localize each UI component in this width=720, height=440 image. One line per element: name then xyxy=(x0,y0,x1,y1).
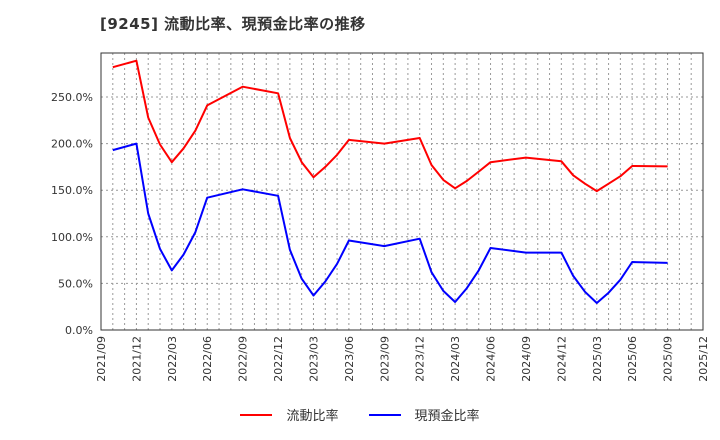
x-tick-label: 2025/03 xyxy=(591,336,604,382)
chart-title: [9245] 流動比率、現預金比率の推移 xyxy=(100,15,366,33)
chart-legend: 流動比率 現預金比率 xyxy=(0,405,720,424)
legend-line-red-icon xyxy=(240,413,273,416)
x-tick-label: 2022/03 xyxy=(166,336,179,382)
legend-label: 現預金比率 xyxy=(414,409,480,424)
y-tick-label: 150.0% xyxy=(51,184,93,197)
x-tick-label: 2025/12 xyxy=(697,336,710,382)
plot-area xyxy=(100,52,704,331)
x-tick-label: 2021/12 xyxy=(130,336,143,382)
y-tick-label: 250.0% xyxy=(51,91,93,104)
legend-line-blue-icon xyxy=(368,413,401,416)
legend-item-cash-ratio: 現預金比率 xyxy=(368,405,480,424)
legend-label: 流動比率 xyxy=(286,409,339,424)
legend-item-current-ratio: 流動比率 xyxy=(240,405,339,424)
x-tick-label: 2023/03 xyxy=(307,336,320,382)
y-tick-label: 50.0% xyxy=(58,277,93,290)
x-tick-label: 2021/09 xyxy=(95,336,108,382)
x-tick-label: 2022/09 xyxy=(237,336,250,382)
series-line-current-ratio xyxy=(112,59,668,193)
series-line-cash-ratio xyxy=(112,142,668,304)
x-tick-label: 2024/03 xyxy=(449,336,462,382)
x-tick-label: 2023/09 xyxy=(378,336,391,382)
y-tick-label: 0.0% xyxy=(65,324,93,337)
x-tick-label: 2025/09 xyxy=(662,336,675,382)
x-tick-label: 2022/12 xyxy=(272,336,285,382)
y-tick-label: 200.0% xyxy=(51,138,93,151)
x-tick-label: 2025/06 xyxy=(626,336,639,382)
x-tick-label: 2024/12 xyxy=(555,336,568,382)
x-tick-label: 2023/12 xyxy=(414,336,427,382)
x-tick-label: 2023/06 xyxy=(343,336,356,382)
x-tick-label: 2022/06 xyxy=(201,336,214,382)
y-tick-label: 100.0% xyxy=(51,231,93,244)
x-tick-label: 2024/06 xyxy=(485,336,498,382)
x-tick-label: 2024/09 xyxy=(520,336,533,382)
